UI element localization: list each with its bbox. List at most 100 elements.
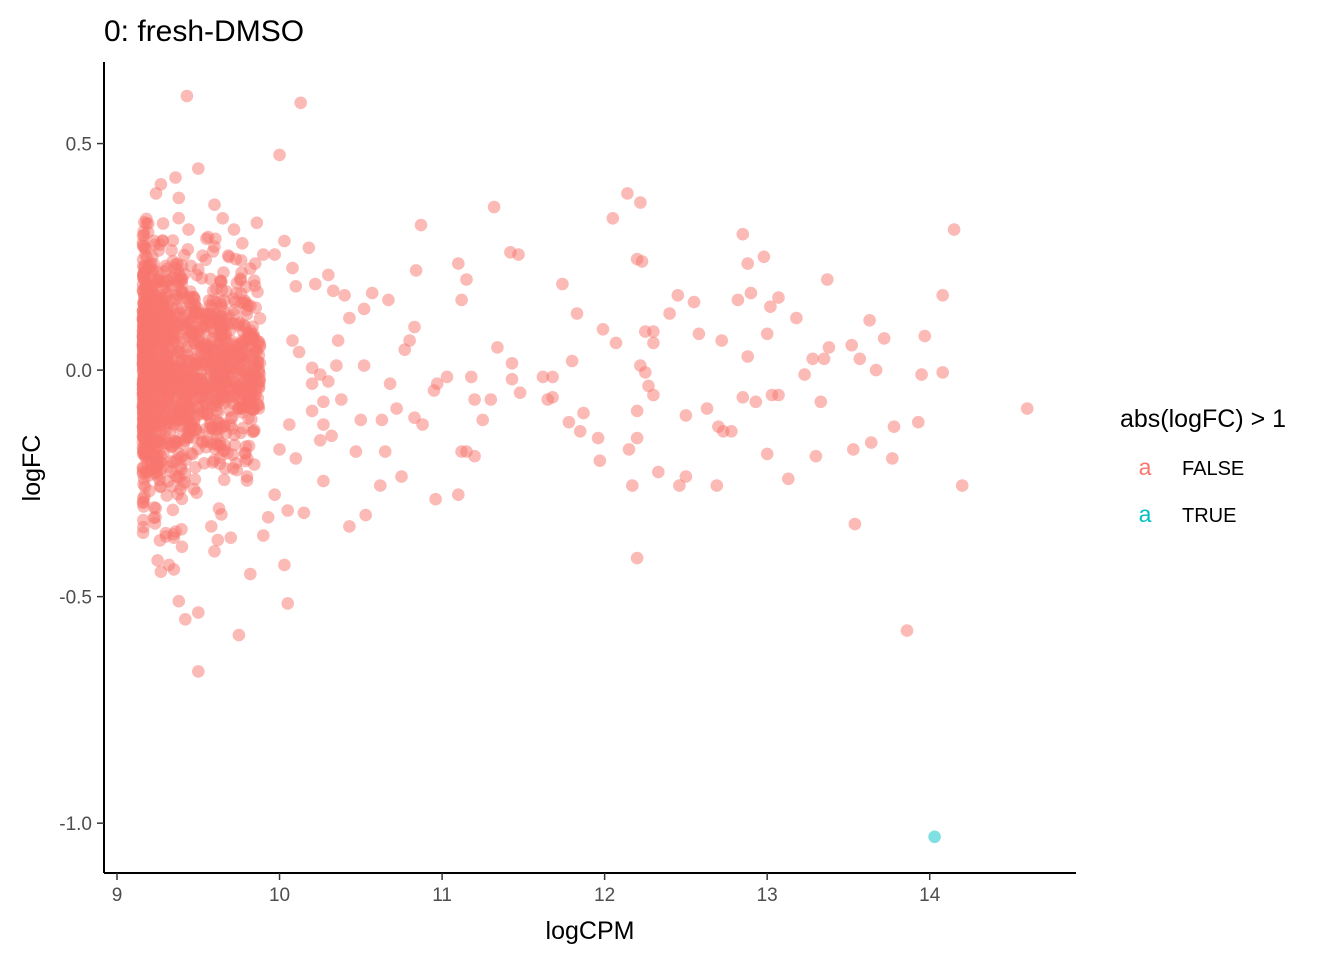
scatter-point [772, 388, 785, 402]
scatter-point [222, 353, 235, 367]
scatter-point [235, 266, 248, 280]
scatter-point [278, 234, 291, 248]
scatter-point [505, 357, 519, 370]
scatter-point [181, 355, 194, 369]
scatter-point [232, 400, 246, 414]
scatter-point [222, 392, 236, 405]
scatter-point [673, 479, 686, 492]
scatter-point [725, 425, 738, 438]
scatter-point [757, 250, 771, 264]
scatter-point [156, 217, 170, 230]
scatter-point [936, 366, 949, 379]
scatter-point [208, 198, 221, 211]
x-axis-title: logCPM [546, 917, 635, 945]
scatter-point [208, 240, 221, 253]
scatter-point [136, 526, 150, 540]
scatter-point [491, 341, 504, 354]
scatter-point [244, 567, 257, 581]
scatter-point [710, 479, 724, 492]
scatter-point [606, 212, 620, 225]
scatter-point [171, 487, 184, 501]
scatter-point [430, 377, 444, 391]
scatter-point [216, 444, 230, 458]
scatter-point [158, 346, 171, 359]
scatter-point [211, 406, 225, 419]
scatter-point [226, 462, 240, 475]
scatter-point [234, 336, 248, 350]
scatter-point [863, 314, 876, 327]
scatter-point [289, 452, 303, 465]
scatter-point [741, 257, 754, 270]
scatter-point [278, 558, 291, 572]
scatter-point [196, 436, 210, 449]
scatter-point [196, 249, 209, 262]
scatter-point [216, 212, 229, 225]
scatter-point [814, 395, 828, 409]
scatter-point [140, 284, 154, 298]
scatter-point [429, 492, 442, 506]
scatter-point [239, 364, 252, 378]
scatter-point [374, 479, 387, 492]
scatter-point [220, 343, 234, 356]
scatter-point [286, 261, 299, 275]
scatter-point [465, 370, 478, 384]
scatter-point [505, 372, 519, 386]
scatter-point [261, 511, 275, 524]
x-tick-label: 14 [919, 885, 941, 906]
scatter-point [166, 234, 180, 247]
scatter-point [229, 252, 242, 266]
legend-title: abs(logFC) > 1 [1120, 405, 1286, 433]
scatter-point [359, 508, 373, 522]
scatter-point [357, 302, 371, 316]
scatter-point [222, 310, 236, 324]
scatter-point [565, 354, 579, 368]
scatter-point [248, 423, 261, 437]
scatter-point [150, 440, 164, 454]
scatter-point [634, 196, 647, 209]
scatter-point [460, 273, 473, 286]
scatter-point [268, 248, 282, 261]
scatter-point [208, 545, 221, 558]
scatter-point [487, 200, 501, 214]
scatter-point [772, 291, 785, 304]
scatter-point [317, 395, 330, 409]
scatter-point [414, 218, 428, 232]
scatter-point [248, 274, 261, 288]
scatter-point [249, 345, 263, 359]
scatter-point [886, 452, 899, 465]
scatter-point [536, 370, 550, 384]
scatter-point [513, 386, 527, 400]
scatter-point [153, 480, 167, 493]
scatter-point [150, 464, 163, 478]
scatter-point [236, 237, 249, 250]
scatter-point [179, 388, 192, 401]
scatter-point [208, 388, 222, 402]
scatter-point [736, 227, 750, 241]
y-tick-label: -0.5 [59, 588, 92, 609]
scatter-point [286, 334, 299, 347]
scatter-point [679, 409, 693, 422]
scatter-point [741, 350, 754, 363]
scatter-point [137, 513, 150, 527]
scatter-point [158, 393, 172, 406]
scatter-point [326, 284, 340, 298]
scatter-point [268, 488, 282, 502]
scatter-point [192, 382, 205, 396]
scatter-point [798, 368, 811, 381]
scatter-point [181, 243, 195, 256]
scatter-point [147, 269, 160, 282]
scatter-point [160, 262, 174, 276]
scatter-point [647, 336, 660, 350]
scatter-point [142, 394, 156, 408]
scatter-point [630, 431, 644, 445]
scatter-point [137, 344, 150, 357]
scatter-point [305, 377, 319, 391]
scatter-point [570, 307, 584, 320]
scatter-point [687, 295, 701, 309]
scatter-point [760, 447, 774, 461]
scatter-point [556, 277, 569, 291]
scatter-point [173, 346, 187, 359]
scatter-point [663, 307, 676, 320]
scatter-point [630, 551, 644, 565]
x-tick-label: 11 [432, 885, 452, 906]
